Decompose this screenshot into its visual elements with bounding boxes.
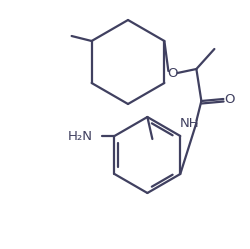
Text: O: O [224,92,234,106]
Text: O: O [167,66,177,79]
Text: NH: NH [180,117,199,129]
Text: H₂N: H₂N [68,129,92,142]
